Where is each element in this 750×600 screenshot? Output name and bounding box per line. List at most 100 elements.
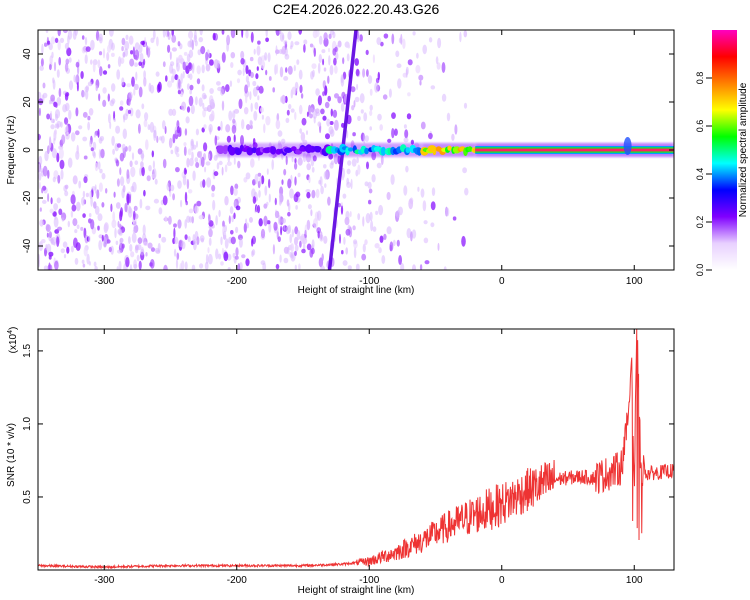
noise-blob [194,157,199,163]
noise-blob [88,261,91,266]
noise-blob [154,178,158,185]
noise-blob [375,210,379,215]
noise-blob [196,200,202,207]
noise-blob [287,65,293,75]
noise-blob [234,255,239,260]
noise-blob [268,178,271,189]
noise-blob [203,142,208,152]
noise-blob [49,208,54,214]
colorbar-tick-label: 0.0 [695,264,705,277]
noise-blob [54,37,59,44]
noise-blob [198,37,204,43]
noise-blob [301,248,306,254]
noise-blob [428,132,433,140]
noise-blob [423,220,428,225]
noise-blob [346,168,351,175]
noise-blob [301,117,307,126]
noise-blob [285,67,288,73]
noise-blob [390,174,395,186]
noise-blob [268,222,272,233]
noise-blob [116,266,119,270]
noise-blob [252,196,257,204]
noise-blob [326,118,331,127]
noise-blob [295,205,298,210]
noise-blob [290,108,295,113]
colorbar-tick-label: 0.4 [695,168,705,181]
noise-blob [51,236,57,246]
noise-blob [195,96,198,106]
noise-blob [249,217,253,223]
noise-blob [156,135,159,143]
noise-blob [299,240,302,248]
noise-blob [290,243,294,253]
noise-blob [204,166,207,173]
noise-blob [283,225,286,231]
noise-blob [49,64,52,71]
noise-blob [48,255,52,260]
noise-blob [236,78,241,84]
noise-blob [140,40,146,46]
noise-blob [192,170,196,181]
noise-blob [97,161,101,170]
noise-blob [379,124,384,131]
noise-blob [169,190,172,197]
noise-blob [220,236,223,246]
noise-blob [107,93,111,102]
noise-blob [320,231,323,240]
noise-blob [264,52,268,61]
noise-blob [60,248,65,254]
noise-blob [81,196,85,206]
noise-blob [250,102,253,112]
snr-y-axis-label: SNR (10 * v/v) [6,423,17,487]
noise-blob [461,235,466,247]
noise-blob [231,124,237,134]
noise-blob [145,252,148,257]
noise-blob [430,85,436,90]
noise-blob [156,36,159,47]
noise-blob [66,47,72,57]
noise-blob [46,113,50,120]
noise-blob [140,161,144,169]
noise-blob [140,248,145,256]
noise-blob [184,219,187,229]
noise-blob [317,62,321,74]
noise-blob [408,198,414,210]
ridge-blob [216,145,225,154]
y-tick-label: 1.0 [22,417,33,431]
noise-blob [81,259,85,264]
noise-blob [202,102,205,110]
noise-blob [130,251,135,258]
noise-blob [177,219,182,229]
ridge-blob [348,147,354,152]
noise-blob [75,61,80,68]
noise-blob [195,162,200,168]
noise-blob [50,110,53,119]
noise-blob [294,244,299,252]
noise-blob [64,92,69,101]
noise-blob [47,145,50,155]
noise-blob [223,251,229,262]
noise-blob [354,96,360,103]
noise-blob [184,234,188,241]
noise-blob [436,62,441,70]
noise-blob [99,66,103,77]
noise-blob [56,197,61,204]
noise-blob [146,45,149,56]
noise-blob [416,52,419,59]
noise-blob [145,205,151,211]
noise-blob [278,49,283,55]
noise-blob [188,30,194,39]
noise-blob [127,97,131,106]
noise-blob [148,165,152,172]
noise-blob [209,127,212,135]
noise-blob [247,81,250,88]
noise-blob [363,112,368,122]
noise-blob [188,189,193,194]
noise-blob [341,175,345,181]
noise-blob [366,161,369,170]
noise-blob [380,41,384,47]
noise-blob [452,216,457,221]
noise-blob [45,30,49,34]
noise-blob [437,242,440,251]
noise-blob [360,109,364,114]
